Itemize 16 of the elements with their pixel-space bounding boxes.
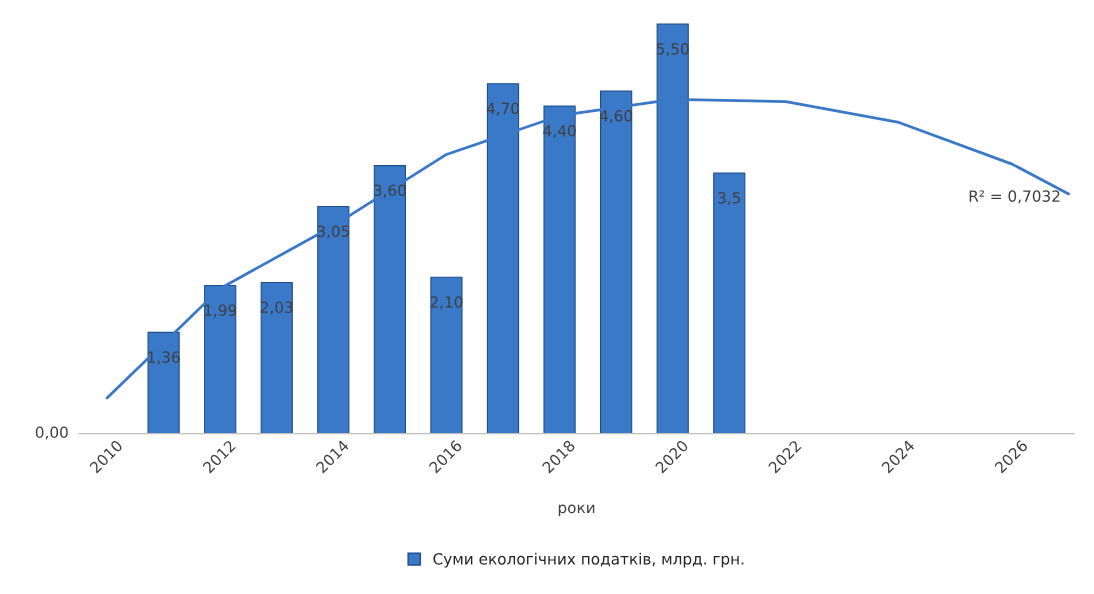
data-label: 3,05 <box>317 225 349 239</box>
data-label: 1,36 <box>148 351 180 365</box>
data-label: 2,03 <box>260 301 293 315</box>
x-axis-title: роки <box>558 504 595 517</box>
text: 0,00 <box>35 426 68 440</box>
data-label: 3,5 <box>718 191 741 206</box>
data-label: 3,60 <box>374 184 406 198</box>
data-label: 1,99 <box>204 304 237 318</box>
data-label: 5,50 <box>656 43 689 57</box>
bar <box>430 276 463 434</box>
bar <box>260 281 293 434</box>
data-label: 2,10 <box>430 296 463 310</box>
data-label: 4,60 <box>599 110 633 124</box>
annotation: R² = 0,7032 <box>969 190 1060 204</box>
bar <box>713 172 746 434</box>
legend-label: Суми екологічних податків, млрд. грн. <box>433 552 744 568</box>
